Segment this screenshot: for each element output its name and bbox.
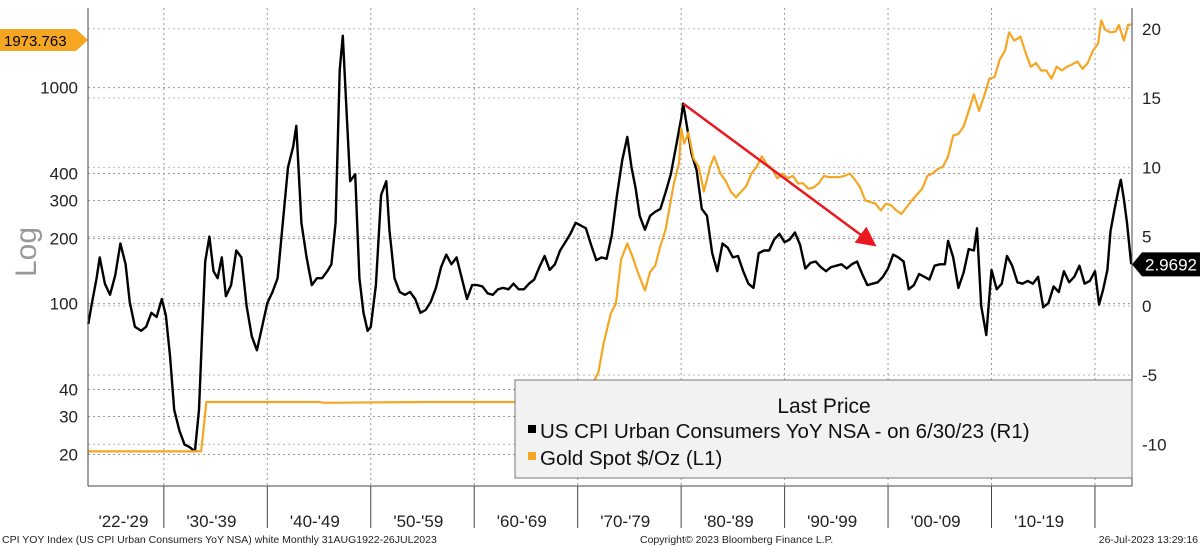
right-tick-label-10: 10 — [1142, 158, 1161, 177]
left-tick-label-100: 100 — [50, 295, 78, 314]
x-tick-label: '40-'49 — [290, 512, 340, 531]
left-tick-label-1000: 1000 — [40, 79, 78, 98]
gold-last-price-value: 1973.763 — [4, 33, 67, 50]
legend-label-1: Gold Spot $/Oz (L1) — [540, 447, 722, 470]
x-tick-label: '90-'99 — [807, 512, 857, 531]
right-tick-label--5: -5 — [1142, 366, 1157, 385]
cpi-yoy-line — [87, 34, 1133, 453]
x-tick-label: '80-'89 — [704, 512, 754, 531]
cpi-last-price-value: 2.9692 — [1145, 255, 1197, 274]
left-tick-label-300: 300 — [50, 192, 78, 211]
x-tick-label: '00-'09 — [911, 512, 961, 531]
footer: CPI YOY Index (US CPI Urban Consumers Yo… — [2, 534, 1198, 546]
gold-last-price-tag — [0, 29, 88, 51]
right-tick-label-15: 15 — [1142, 89, 1161, 108]
x-tick-label: '60-'69 — [497, 512, 547, 531]
left-tick-label-30: 30 — [59, 407, 78, 426]
x-tick-label: '10-'19 — [1014, 512, 1064, 531]
axes: 20 30 40 100 200 300 400 1000 Log -10 -5 0 5 10 15 20 '2… — [10, 8, 1167, 531]
legend-box — [514, 379, 1133, 479]
left-tick-label-20: 20 — [59, 446, 78, 465]
left-tick-label-400: 400 — [50, 165, 78, 184]
right-tick-label-0: 0 — [1142, 297, 1151, 316]
cpi-last-price-tag — [1132, 252, 1200, 277]
x-tick-label: '22-'29 — [98, 512, 148, 531]
right-tick-label--10: -10 — [1142, 435, 1167, 454]
legend-label-0: US CPI Urban Consumers YoY NSA - on 6/30… — [540, 420, 1030, 443]
left-tick-label-200: 200 — [50, 230, 78, 249]
footer-copyright: Copyright© 2023 Bloomberg Finance L.P. — [640, 534, 833, 546]
x-tick-label: '50-'59 — [393, 512, 443, 531]
legend-swatch-0 — [528, 425, 536, 433]
footer-timestamp: 26-Jul-2023 13:29:16 — [1099, 534, 1198, 546]
x-tick-label: '30-'39 — [186, 512, 236, 531]
trend-arrow — [682, 102, 877, 247]
right-tick-label-20: 20 — [1142, 20, 1161, 39]
gold-spot-line — [88, 19, 1132, 453]
left-axis-title: Log — [10, 227, 43, 277]
annotations: 1973.763 2.9692 — [0, 29, 1200, 277]
left-tick-label-40: 40 — [59, 381, 78, 400]
right-tick-label-5: 5 — [1142, 228, 1151, 247]
legend-title: Last Price — [777, 395, 870, 418]
footer-left: CPI YOY Index (US CPI Urban Consumers Yo… — [2, 534, 437, 546]
x-tick-label: '70-'79 — [600, 512, 650, 531]
series-lines — [87, 19, 1133, 453]
legend-swatch-1 — [528, 452, 536, 460]
